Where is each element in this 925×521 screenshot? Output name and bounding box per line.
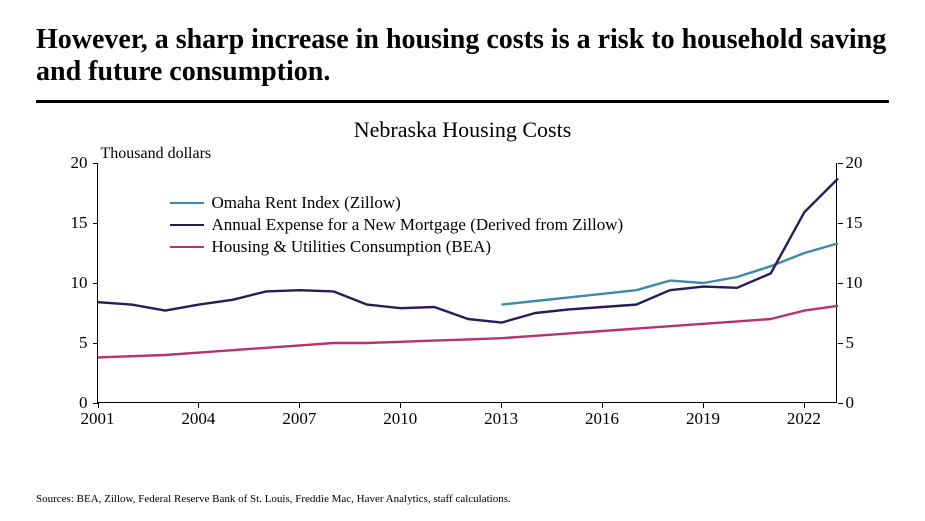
- y-tick-label-right: 20: [846, 153, 863, 173]
- legend-swatch: [170, 224, 204, 226]
- legend-item: Annual Expense for a New Mortgage (Deriv…: [170, 215, 624, 235]
- y-tick-label-left: 5: [79, 333, 88, 353]
- y-axis-unit-label: Thousand dollars: [101, 145, 212, 163]
- x-tick-label: 2019: [678, 409, 728, 429]
- page-title: However, a sharp increase in housing cos…: [36, 24, 889, 88]
- x-tick-label: 2007: [274, 409, 324, 429]
- y-tick-label-left: 20: [71, 153, 88, 173]
- sources-footnote: Sources: BEA, Zillow, Federal Reserve Ba…: [36, 493, 511, 505]
- x-tick-label: 2001: [73, 409, 123, 429]
- x-tick-label: 2013: [476, 409, 526, 429]
- x-tick-label: 2004: [173, 409, 223, 429]
- y-tick-label-right: 5: [846, 333, 855, 353]
- y-tick-label-left: 10: [71, 273, 88, 293]
- legend-label: Annual Expense for a New Mortgage (Deriv…: [212, 215, 624, 235]
- x-tick-label: 2010: [375, 409, 425, 429]
- legend-label: Omaha Rent Index (Zillow): [212, 193, 401, 213]
- x-tick-label: 2022: [779, 409, 829, 429]
- series-line: [98, 306, 838, 358]
- chart-container: Thousand dollars Omaha Rent Index (Zillo…: [53, 145, 873, 455]
- legend-swatch: [170, 202, 204, 204]
- legend-swatch: [170, 246, 204, 248]
- y-tick-label-left: 15: [71, 213, 88, 233]
- x-tick-label: 2016: [577, 409, 627, 429]
- y-tick-label-right: 15: [846, 213, 863, 233]
- legend-item: Housing & Utilities Consumption (BEA): [170, 237, 624, 257]
- title-divider: [36, 100, 889, 103]
- chart-title: Nebraska Housing Costs: [36, 117, 889, 143]
- y-tick-label-right: 0: [846, 393, 855, 413]
- legend-label: Housing & Utilities Consumption (BEA): [212, 237, 492, 257]
- legend-item: Omaha Rent Index (Zillow): [170, 193, 624, 213]
- y-tick-label-right: 10: [846, 273, 863, 293]
- plot-area: Omaha Rent Index (Zillow)Annual Expense …: [97, 163, 837, 403]
- legend: Omaha Rent Index (Zillow)Annual Expense …: [170, 193, 624, 259]
